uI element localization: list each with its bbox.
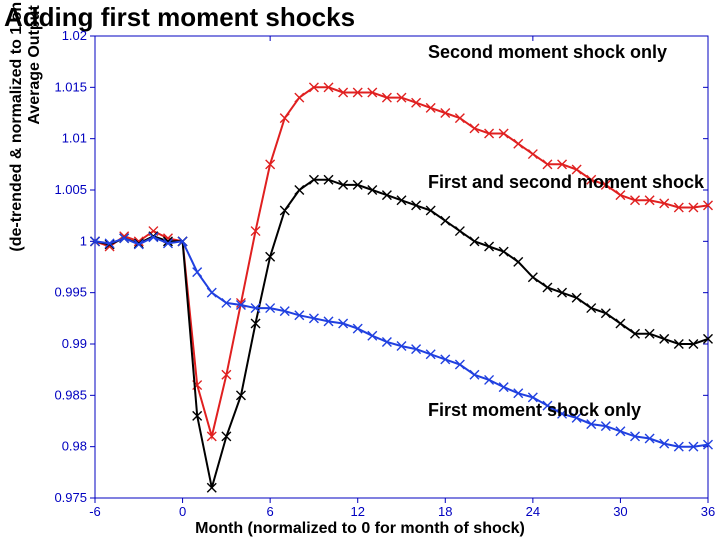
chart: -6 0 6 12 18 24 30 36 0.975 0.98 0.985 0.99 0.995 1 1.…	[0, 0, 720, 540]
svg-text:24: 24	[526, 504, 540, 519]
svg-text:0.985: 0.985	[54, 387, 87, 402]
svg-text:0.99: 0.99	[62, 336, 87, 351]
svg-text:18: 18	[438, 504, 452, 519]
svg-text:6: 6	[267, 504, 274, 519]
x-axis-label: Month (normalized to 0 for month of shoc…	[0, 520, 720, 538]
svg-text:0.995: 0.995	[54, 285, 87, 300]
slide: Adding first moment shocks (de-trended &…	[0, 0, 720, 540]
x-ticks: -6 0 6 12 18 24 30 36	[89, 36, 715, 519]
annotation-first-and-second: First and second moment shock	[428, 172, 704, 193]
svg-text:12: 12	[350, 504, 364, 519]
svg-text:0.975: 0.975	[54, 490, 87, 505]
svg-text:0: 0	[179, 504, 186, 519]
svg-text:36: 36	[701, 504, 715, 519]
svg-text:1: 1	[80, 233, 87, 248]
svg-text:0.98: 0.98	[62, 439, 87, 454]
annotation-second-only: Second moment shock only	[428, 42, 667, 63]
svg-text:-6: -6	[89, 504, 101, 519]
series-first-and-second	[91, 175, 713, 492]
svg-text:1.005: 1.005	[54, 182, 87, 197]
annotation-first-only: First moment shock only	[428, 400, 641, 421]
y-ticks: 0.975 0.98 0.985 0.99 0.995 1 1.005 1.01 1.015 1.…	[54, 28, 708, 505]
svg-text:1.02: 1.02	[62, 28, 87, 43]
svg-text:30: 30	[613, 504, 627, 519]
svg-text:1.01: 1.01	[62, 131, 87, 146]
svg-text:1.015: 1.015	[54, 79, 87, 94]
